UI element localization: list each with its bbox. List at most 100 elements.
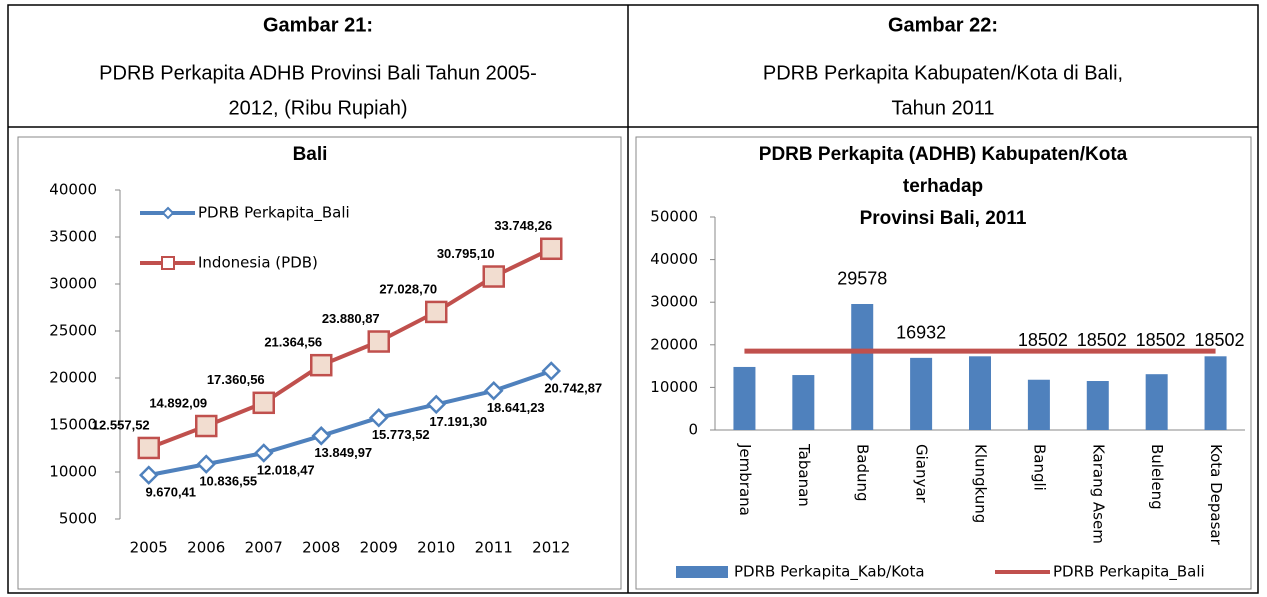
data-label: 18502	[1195, 330, 1245, 350]
y-tick-label: 20000	[49, 369, 97, 387]
data-label: 33.748,26	[494, 218, 552, 233]
y-tick-label: 50000	[650, 208, 698, 226]
data-label: 30.795,10	[437, 246, 495, 261]
figure-label: Gambar 21:	[263, 14, 373, 36]
data-label: 18.641,23	[487, 400, 545, 415]
data-label: 15.773,52	[372, 427, 430, 442]
legend-marker	[161, 256, 175, 270]
figure-label: Gambar 22:	[888, 14, 998, 36]
x-tick-label: Tabanan	[795, 443, 813, 507]
point-marker	[368, 407, 389, 428]
legend-label: PDRB Perkapita_Bali	[1053, 563, 1205, 582]
table-border	[7, 4, 1259, 594]
legend-label: PDRB Perkapita_Kab/Kota	[734, 563, 925, 582]
x-tick-label: 2009	[360, 539, 398, 557]
point-marker	[138, 465, 159, 485]
x-tick-label: 2008	[302, 539, 340, 557]
x-tick-label: Badung	[854, 444, 872, 502]
bar	[969, 356, 991, 430]
y-tick-label: 20000	[650, 335, 698, 353]
data-label: 16932	[896, 323, 946, 343]
data-label: 21.364,56	[264, 335, 322, 350]
point-marker	[311, 426, 332, 446]
data-label: 13.849,97	[314, 445, 372, 460]
y-tick-label: 35000	[49, 228, 97, 246]
chart-frame	[635, 136, 1252, 590]
data-label: 12.557,52	[92, 417, 150, 432]
data-label: 27.028,70	[379, 281, 437, 296]
x-tick-label: Buleleng	[1148, 444, 1166, 510]
point-marker	[426, 394, 447, 415]
x-tick-label: Kota Depasar	[1207, 444, 1225, 546]
chart-title: Bali	[293, 144, 328, 165]
data-label: 18502	[1136, 330, 1186, 350]
data-label: 18502	[1018, 330, 1068, 350]
legend-label: PDRB Perkapita_Bali	[198, 204, 350, 223]
chart-frame	[17, 136, 622, 590]
legend-marker	[161, 206, 175, 220]
bar	[792, 375, 815, 430]
y-tick-label: 0	[688, 421, 698, 439]
x-tick-label: 2011	[475, 539, 513, 557]
x-tick-label: Karang Asem	[1089, 444, 1107, 544]
point-marker	[483, 381, 504, 401]
x-tick-label: 2012	[532, 539, 570, 557]
x-tick-label: 2005	[130, 539, 168, 557]
point-marker	[540, 237, 563, 261]
bar	[733, 366, 756, 430]
bar	[1204, 356, 1227, 430]
point-marker	[253, 443, 274, 463]
y-tick-label: 25000	[49, 322, 97, 340]
point-marker	[541, 361, 562, 381]
data-label: 17.191,30	[429, 414, 487, 429]
x-tick-label: Klungkung	[972, 444, 990, 523]
data-label: 18502	[1077, 330, 1127, 350]
point-marker	[367, 330, 390, 353]
x-tick-label: 2010	[417, 539, 455, 557]
chart-title: PDRB Perkapita (ADHB) Kabupaten/Kota	[759, 144, 1128, 165]
bar	[910, 357, 933, 430]
bar	[1086, 381, 1109, 430]
legend-label: Indonesia (PDB)	[198, 254, 318, 272]
x-tick-label: 2007	[245, 539, 283, 557]
bar	[1027, 379, 1050, 430]
figure-caption: PDRB Perkapita Kabupaten/Kota di Bali,	[763, 62, 1123, 84]
y-tick-label: 10000	[650, 378, 698, 396]
series-line	[148, 369, 552, 478]
y-tick-label: 40000	[49, 181, 97, 199]
figure-caption: Tahun 2011	[891, 97, 994, 119]
y-tick-label: 40000	[650, 250, 698, 268]
chart-title: Provinsi Bali, 2011	[860, 208, 1027, 229]
point-marker	[196, 454, 217, 474]
point-marker	[252, 391, 275, 415]
x-tick-label: 2006	[187, 539, 225, 557]
data-label: 23.880,87	[322, 311, 380, 326]
point-marker	[195, 414, 218, 438]
x-tick-label: Bangli	[1030, 444, 1048, 491]
data-label: 29578	[837, 269, 887, 289]
data-label: 20.742,87	[544, 380, 602, 395]
point-marker	[425, 300, 448, 324]
y-tick-label: 15000	[49, 416, 97, 434]
data-label: 14.892,09	[149, 395, 207, 410]
bar	[851, 303, 874, 430]
y-tick-label: 30000	[49, 275, 97, 293]
y-tick-label: 10000	[49, 463, 97, 481]
data-label: 10.836,55	[199, 474, 257, 489]
point-marker	[310, 353, 333, 377]
data-label: 17.360,56	[207, 372, 265, 387]
data-label: 12.018,47	[257, 462, 315, 477]
point-marker	[482, 265, 505, 288]
figure-caption: PDRB Perkapita ADHB Provinsi Bali Tahun …	[99, 62, 537, 84]
figure-caption: 2012, (Ribu Rupiah)	[229, 97, 408, 119]
x-tick-label: Jembrana	[736, 443, 754, 516]
bar	[1145, 374, 1168, 430]
chart-title: terhadap	[903, 176, 983, 197]
data-label: 9.670,41	[145, 485, 196, 500]
x-tick-label: Gianyar	[913, 444, 931, 504]
point-marker	[137, 436, 160, 460]
legend-swatch	[676, 566, 728, 578]
y-tick-label: 5000	[59, 510, 97, 528]
y-tick-label: 30000	[650, 293, 698, 311]
